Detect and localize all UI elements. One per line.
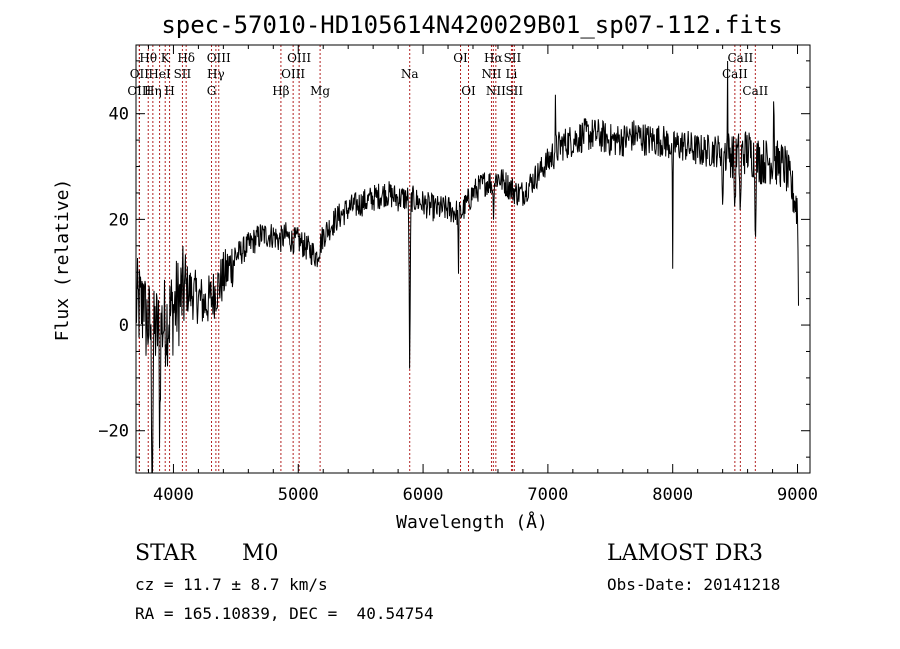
survey-name: LAMOST DR3 bbox=[607, 541, 763, 566]
x-tick-label: 9000 bbox=[777, 485, 818, 505]
object-subclass: M0 bbox=[242, 541, 279, 566]
x-axis-label: Wavelength (Å) bbox=[396, 511, 548, 533]
y-tick-label: −20 bbox=[98, 422, 129, 442]
line-mark-label: SII bbox=[505, 84, 523, 98]
line-mark-label: Hα bbox=[484, 51, 503, 65]
y-axis-label: Flux (relative) bbox=[52, 179, 73, 342]
line-mark-label: OIII bbox=[127, 84, 151, 98]
line-mark-label: OIII bbox=[281, 67, 305, 81]
x-tick-label: 6000 bbox=[403, 485, 444, 505]
line-mark-label: Hθ bbox=[139, 51, 157, 65]
y-axis: −20 0 20 40 bbox=[98, 60, 810, 458]
y-tick-label: 0 bbox=[119, 316, 129, 336]
line-mark-label: Hγ bbox=[207, 67, 225, 81]
line-mark-label: OIII bbox=[207, 51, 231, 65]
spectral-line-labels: Hθ OII OIII K HeI Hη H Hδ SII OIII Hγ G OIII OIII Hβ Mg… bbox=[127, 51, 768, 98]
chart-title: spec-57010-HD105614N420029B01_sp07-112.f… bbox=[161, 11, 782, 39]
spectral-line-marks bbox=[138, 45, 756, 473]
line-mark-label: G bbox=[207, 84, 217, 98]
x-tick-label: 8000 bbox=[652, 485, 693, 505]
observation-date: Obs-Date: 20141218 bbox=[607, 575, 780, 594]
line-mark-label: Hη bbox=[144, 84, 162, 98]
line-mark-label: OI bbox=[461, 84, 476, 98]
line-mark-label: Mg bbox=[310, 84, 330, 98]
y-tick-label: 20 bbox=[109, 210, 129, 230]
line-mark-label: OII bbox=[130, 67, 150, 81]
redshift-value: cz = 11.7 ± 8.7 km/s bbox=[135, 575, 328, 594]
line-mark-label: OI bbox=[453, 51, 468, 65]
line-mark-label: SII bbox=[174, 67, 192, 81]
line-mark-label: SII bbox=[504, 51, 522, 65]
line-mark-label: Li bbox=[506, 67, 518, 81]
x-tick-label: 5000 bbox=[278, 485, 319, 505]
line-mark-label: K bbox=[161, 51, 171, 65]
line-mark-label: Hβ bbox=[272, 84, 289, 98]
line-mark-label: H bbox=[164, 84, 174, 98]
line-mark-label: HeI bbox=[148, 67, 171, 81]
line-mark-label: Na bbox=[401, 67, 419, 81]
line-mark-label: NII bbox=[486, 84, 506, 98]
x-tick-label: 7000 bbox=[527, 485, 568, 505]
spectrum-series-line bbox=[136, 60, 799, 473]
line-mark-label: NII bbox=[481, 67, 501, 81]
object-class: STAR bbox=[135, 541, 197, 566]
coordinates: RA = 165.10839, DEC = 40.54754 bbox=[135, 604, 434, 623]
x-axis: 4000 5000 6000 7000 8000 9000 bbox=[147, 45, 818, 505]
y-tick-label: 40 bbox=[109, 105, 129, 125]
line-mark-label: CaII bbox=[727, 51, 753, 65]
line-mark-label: OIII bbox=[287, 51, 311, 65]
line-mark-label: Hδ bbox=[177, 51, 195, 65]
x-tick-label: 4000 bbox=[153, 485, 194, 505]
line-mark-label: CaII bbox=[722, 67, 748, 81]
line-mark-label: CaII bbox=[742, 84, 768, 98]
